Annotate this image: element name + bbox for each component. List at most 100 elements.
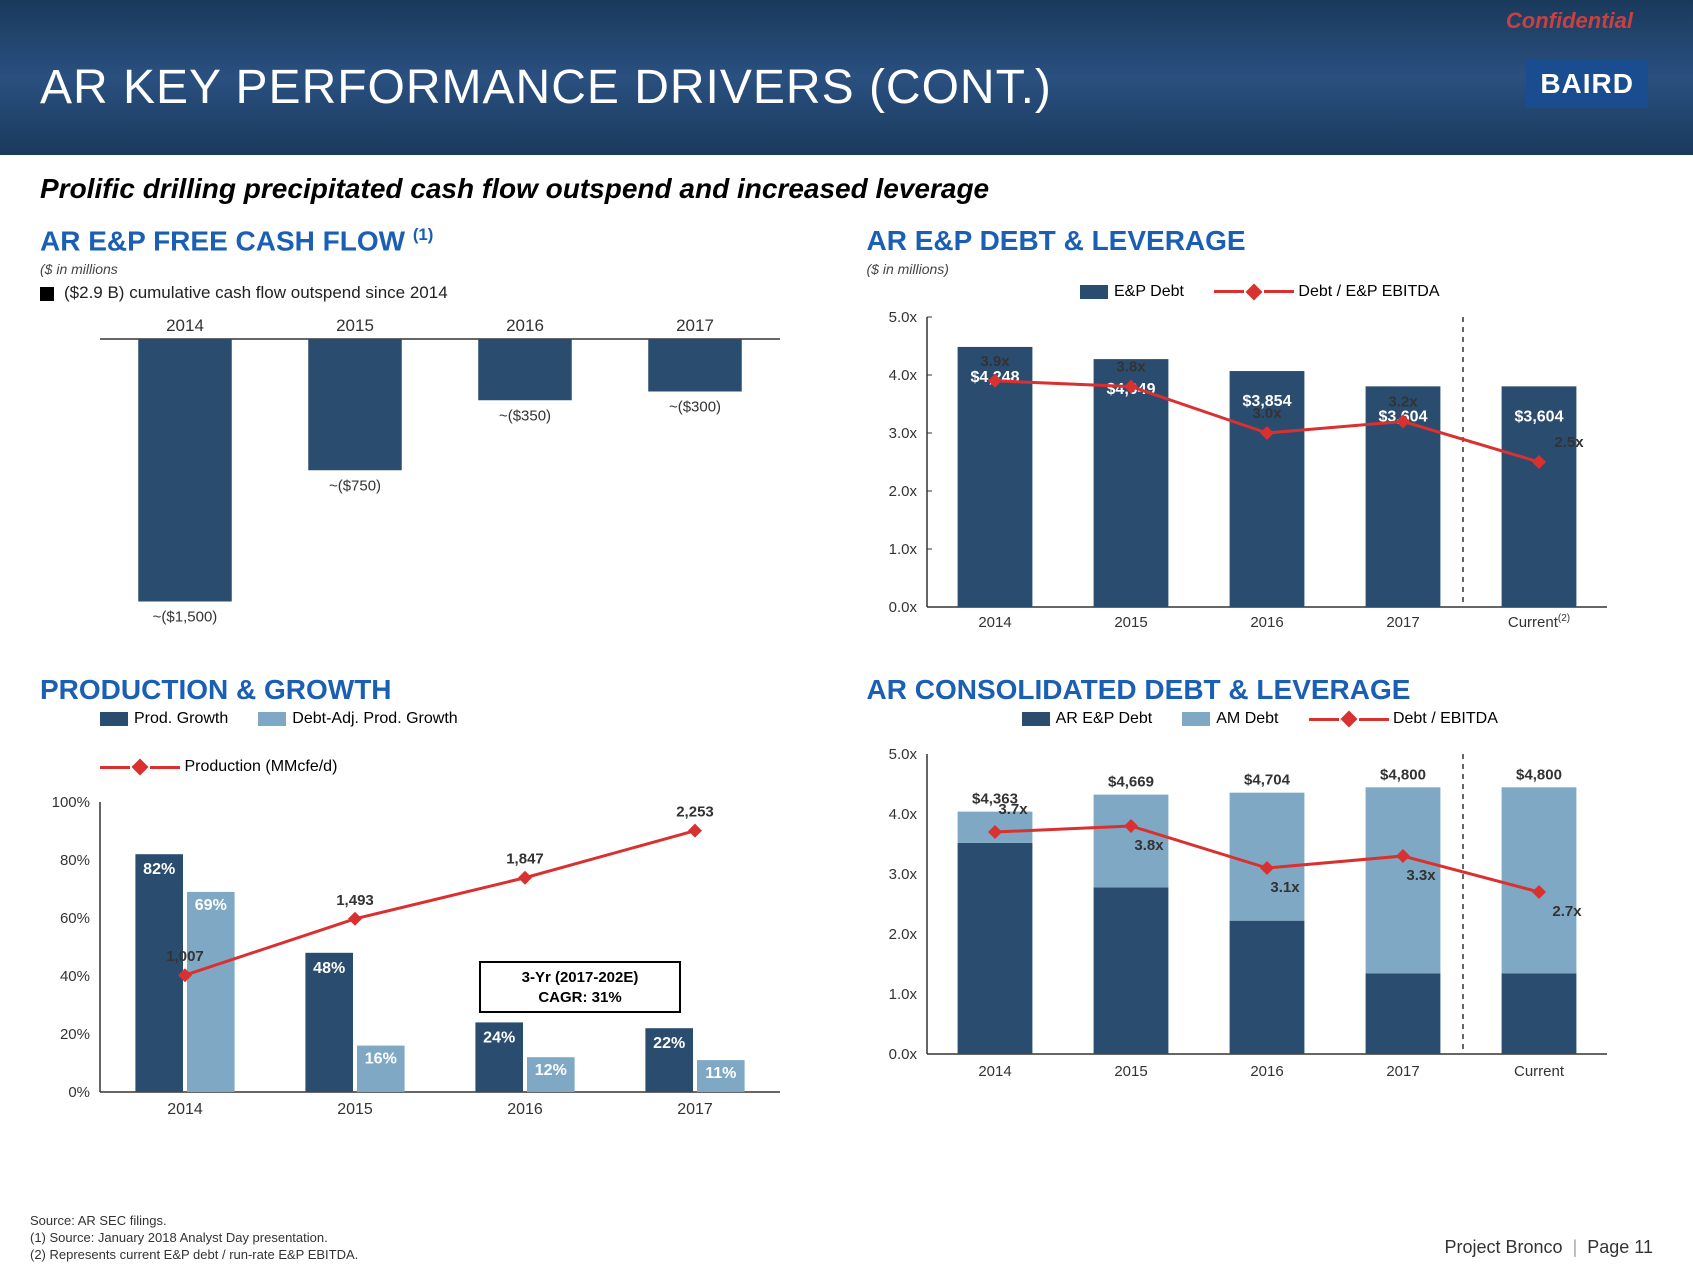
legend-am-label: AM Debt: [1216, 710, 1278, 727]
svg-text:12%: 12%: [535, 1063, 567, 1080]
footer-sources: Source: AR SEC filings. (1) Source: Janu…: [30, 1213, 358, 1264]
panel-debt-lev: AR E&P DEBT & LEVERAGE ($ in millions) E…: [867, 225, 1654, 654]
fcf-title-sup: (1): [413, 225, 434, 244]
svg-text:3.7x: 3.7x: [998, 801, 1028, 818]
svg-text:~($1,500): ~($1,500): [153, 609, 218, 626]
legend-arep-label: AR E&P Debt: [1056, 710, 1153, 727]
svg-text:3.3x: 3.3x: [1406, 867, 1436, 884]
footer-source-line: Source: AR SEC filings.: [30, 1213, 358, 1230]
svg-text:$4,704: $4,704: [1244, 772, 1291, 789]
svg-text:80%: 80%: [60, 852, 90, 869]
svg-text:3.0x: 3.0x: [888, 866, 917, 883]
fcf-units: ($ in millions: [40, 261, 827, 277]
svg-text:0%: 0%: [68, 1084, 90, 1101]
svg-text:~($750): ~($750): [329, 478, 381, 495]
svg-text:2.0x: 2.0x: [888, 926, 917, 943]
footer-project: Project Bronco: [1445, 1237, 1563, 1257]
svg-text:0.0x: 0.0x: [888, 1046, 917, 1063]
footer-note-2: (2) Represents current E&P debt / run-ra…: [30, 1247, 358, 1264]
svg-text:3.8x: 3.8x: [1134, 837, 1164, 854]
svg-text:48%: 48%: [313, 960, 345, 977]
svg-text:2017: 2017: [677, 1101, 713, 1118]
fcf-title-text: AR E&P FREE CASH FLOW: [40, 225, 413, 256]
legend-production-label: Production (MMcfe/d): [184, 758, 337, 775]
svg-text:3-Yr (2017-202E): 3-Yr (2017-202E): [522, 969, 639, 986]
panel-prod: PRODUCTION & GROWTH Prod. Growth Debt-Ad…: [40, 674, 827, 1137]
legend-item-arep: AR E&P Debt: [1022, 710, 1153, 728]
svg-text:40%: 40%: [60, 968, 90, 985]
legend-item-am: AM Debt: [1182, 710, 1278, 728]
svg-text:1,847: 1,847: [506, 851, 544, 868]
legend-consratio-label: Debt / EBITDA: [1393, 710, 1498, 727]
svg-text:$3,604: $3,604: [1514, 408, 1563, 425]
svg-text:69%: 69%: [195, 897, 227, 914]
svg-text:4.0x: 4.0x: [888, 367, 917, 384]
svg-text:2.0x: 2.0x: [888, 483, 917, 500]
svg-text:2016: 2016: [1250, 614, 1283, 631]
svg-text:11%: 11%: [705, 1065, 736, 1082]
svg-text:2017: 2017: [676, 316, 714, 335]
svg-text:2015: 2015: [1114, 1063, 1147, 1080]
svg-text:2015: 2015: [337, 1101, 373, 1118]
svg-text:2015: 2015: [336, 316, 374, 335]
svg-text:2017: 2017: [1386, 1063, 1419, 1080]
footer-page: Project Bronco|Page 11: [1445, 1237, 1653, 1258]
svg-text:100%: 100%: [52, 794, 90, 811]
svg-text:1.0x: 1.0x: [888, 986, 917, 1003]
footer-note-1: (1) Source: January 2018 Analyst Day pre…: [30, 1230, 358, 1247]
svg-text:16%: 16%: [365, 1051, 397, 1068]
cons-legend: AR E&P Debt AM Debt Debt / EBITDA: [867, 710, 1654, 728]
svg-text:$4,800: $4,800: [1380, 767, 1426, 784]
legend-item-epdebt: E&P Debt: [1080, 283, 1184, 301]
slide-title: AR KEY PERFORMANCE DRIVERS (CONT.): [40, 60, 1052, 115]
svg-text:2.7x: 2.7x: [1552, 903, 1582, 920]
svg-text:20%: 20%: [60, 1026, 90, 1043]
svg-text:3.2x: 3.2x: [1388, 393, 1418, 410]
svg-text:60%: 60%: [60, 910, 90, 927]
svg-text:3.0x: 3.0x: [1252, 405, 1282, 422]
legend-dagrowth-label: Debt-Adj. Prod. Growth: [292, 710, 457, 727]
svg-text:2.5x: 2.5x: [1554, 434, 1584, 451]
debtlev-legend: E&P Debt Debt / E&P EBITDA: [867, 283, 1654, 301]
svg-text:Current(2): Current(2): [1507, 613, 1569, 631]
debtlev-chart: 0.0x1.0x2.0x3.0x4.0x5.0x2014$4,2483.9x20…: [867, 307, 1627, 647]
prod-legend: Prod. Growth Debt-Adj. Prod. Growth Prod…: [40, 710, 827, 776]
svg-text:2014: 2014: [166, 316, 204, 335]
svg-text:3.9x: 3.9x: [980, 353, 1010, 370]
svg-text:3.0x: 3.0x: [888, 425, 917, 442]
svg-text:0.0x: 0.0x: [888, 599, 917, 616]
slide-subtitle: Prolific drilling precipitated cash flow…: [0, 155, 1693, 215]
legend-item-growth: Prod. Growth: [100, 710, 228, 728]
svg-text:2016: 2016: [1250, 1063, 1283, 1080]
svg-text:2014: 2014: [167, 1101, 203, 1118]
svg-text:1,007: 1,007: [166, 949, 204, 966]
debtlev-title: AR E&P DEBT & LEVERAGE: [867, 225, 1654, 257]
svg-text:2014: 2014: [978, 1063, 1011, 1080]
debtlev-units: ($ in millions): [867, 261, 1654, 277]
legend-epdebt-label: E&P Debt: [1114, 283, 1184, 300]
legend-item-ratio: Debt / E&P EBITDA: [1214, 283, 1440, 301]
cons-title: AR CONSOLIDATED DEBT & LEVERAGE: [867, 674, 1654, 706]
svg-text:~($300): ~($300): [669, 399, 721, 416]
fcf-chart: 2014~($1,500)2015~($750)2016~($350)2017~…: [40, 309, 800, 649]
prod-title: PRODUCTION & GROWTH: [40, 674, 827, 706]
prod-chart: 0%20%40%60%80%100%201482%69%1,007201548%…: [40, 782, 800, 1132]
svg-text:Current: Current: [1513, 1063, 1564, 1080]
svg-text:22%: 22%: [653, 1036, 685, 1053]
panel-cons: AR CONSOLIDATED DEBT & LEVERAGE AR E&P D…: [867, 674, 1654, 1137]
svg-text:2,253: 2,253: [676, 804, 714, 821]
slide-header: Confidential AR KEY PERFORMANCE DRIVERS …: [0, 0, 1693, 155]
svg-text:$4,669: $4,669: [1108, 774, 1154, 791]
svg-text:CAGR: 31%: CAGR: 31%: [538, 989, 621, 1006]
svg-text:2016: 2016: [506, 316, 544, 335]
legend-item-production: Production (MMcfe/d): [100, 758, 827, 776]
svg-text:5.0x: 5.0x: [888, 746, 917, 763]
svg-text:$4,800: $4,800: [1516, 767, 1562, 784]
fcf-note-text: ($2.9 B) cumulative cash flow outspend s…: [64, 283, 448, 302]
svg-text:3.1x: 3.1x: [1270, 879, 1300, 896]
legend-item-dagrowth: Debt-Adj. Prod. Growth: [258, 710, 457, 728]
svg-text:5.0x: 5.0x: [888, 309, 917, 326]
panel-fcf: AR E&P FREE CASH FLOW (1) ($ in millions…: [40, 225, 827, 654]
footer-pagenum: Page 11: [1587, 1237, 1653, 1257]
svg-text:1.0x: 1.0x: [888, 541, 917, 558]
